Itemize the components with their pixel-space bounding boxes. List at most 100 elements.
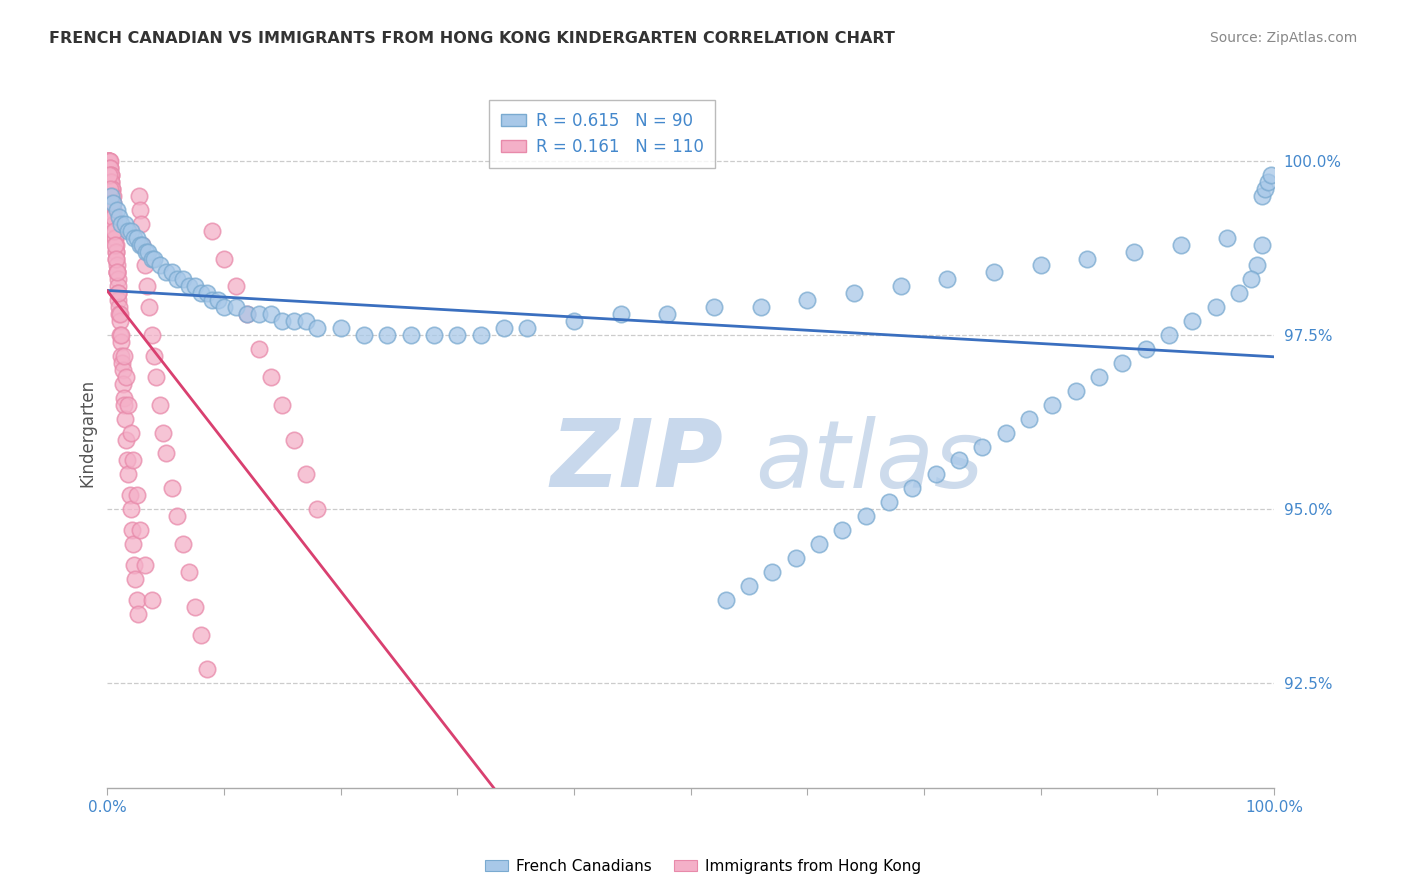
Point — [1246, 259, 1268, 273]
Point — [115, 370, 138, 384]
Point — [195, 286, 218, 301]
Point — [97, 154, 120, 169]
Point — [125, 230, 148, 244]
Point — [97, 154, 120, 169]
Point — [307, 502, 329, 516]
Point — [236, 307, 259, 321]
Point — [212, 252, 235, 266]
Point — [129, 202, 152, 217]
Point — [101, 182, 124, 196]
Point — [329, 321, 352, 335]
Point — [135, 244, 157, 259]
Point — [98, 182, 121, 196]
Point — [107, 272, 129, 286]
Point — [260, 307, 283, 321]
Point — [184, 279, 207, 293]
Point — [190, 627, 212, 641]
Point — [98, 154, 121, 169]
Point — [155, 446, 177, 460]
Point — [120, 425, 142, 440]
Point — [294, 314, 316, 328]
Point — [136, 279, 159, 293]
Point — [138, 300, 160, 314]
Point — [890, 279, 912, 293]
Point — [103, 217, 125, 231]
Point — [1257, 175, 1279, 189]
Point — [936, 272, 959, 286]
Point — [1076, 252, 1098, 266]
Point — [101, 210, 124, 224]
Point — [105, 252, 128, 266]
Point — [110, 328, 132, 343]
Point — [1157, 328, 1180, 343]
Point — [117, 398, 139, 412]
Point — [145, 370, 167, 384]
Point — [120, 502, 142, 516]
Point — [104, 224, 127, 238]
Point — [98, 161, 121, 175]
Point — [107, 286, 129, 301]
Text: Source: ZipAtlas.com: Source: ZipAtlas.com — [1209, 31, 1357, 45]
Point — [110, 334, 132, 349]
Point — [1042, 398, 1064, 412]
Point — [103, 224, 125, 238]
Point — [1029, 259, 1052, 273]
Point — [207, 293, 229, 308]
Point — [842, 286, 865, 301]
Point — [236, 307, 259, 321]
Point — [212, 300, 235, 314]
Point — [516, 321, 538, 335]
Point — [141, 592, 163, 607]
Point — [134, 259, 156, 273]
Point — [1251, 237, 1274, 252]
Point — [128, 189, 150, 203]
Point — [166, 509, 188, 524]
Point — [143, 349, 166, 363]
Point — [101, 189, 124, 203]
Point — [149, 398, 172, 412]
Point — [122, 558, 145, 572]
Point — [103, 202, 125, 217]
Point — [494, 321, 516, 335]
Point — [399, 328, 422, 343]
Point — [105, 202, 128, 217]
Point — [114, 411, 136, 425]
Point — [103, 210, 125, 224]
Point — [271, 314, 294, 328]
Point — [901, 481, 924, 495]
Point — [785, 551, 807, 566]
Point — [120, 224, 142, 238]
Point — [127, 607, 149, 621]
Point — [108, 300, 131, 314]
Point — [112, 376, 135, 391]
Point — [105, 252, 128, 266]
Point — [796, 293, 818, 308]
Point — [983, 265, 1005, 279]
Point — [112, 349, 135, 363]
Point — [122, 537, 145, 551]
Point — [100, 168, 122, 182]
Point — [1227, 286, 1250, 301]
Point — [108, 307, 131, 321]
Point — [115, 433, 138, 447]
Point — [1088, 370, 1111, 384]
Point — [177, 565, 200, 579]
Point — [101, 195, 124, 210]
Point — [105, 259, 128, 273]
Point — [714, 592, 737, 607]
Point — [107, 286, 129, 301]
Point — [562, 314, 585, 328]
Point — [307, 321, 329, 335]
Point — [1205, 300, 1227, 314]
Point — [177, 279, 200, 293]
Point — [108, 307, 131, 321]
Point — [129, 237, 152, 252]
Point — [131, 237, 153, 252]
Point — [97, 154, 120, 169]
Point — [855, 509, 877, 524]
Point — [122, 453, 145, 467]
Point — [155, 265, 177, 279]
Point — [149, 259, 172, 273]
Point — [948, 453, 970, 467]
Point — [110, 328, 132, 343]
